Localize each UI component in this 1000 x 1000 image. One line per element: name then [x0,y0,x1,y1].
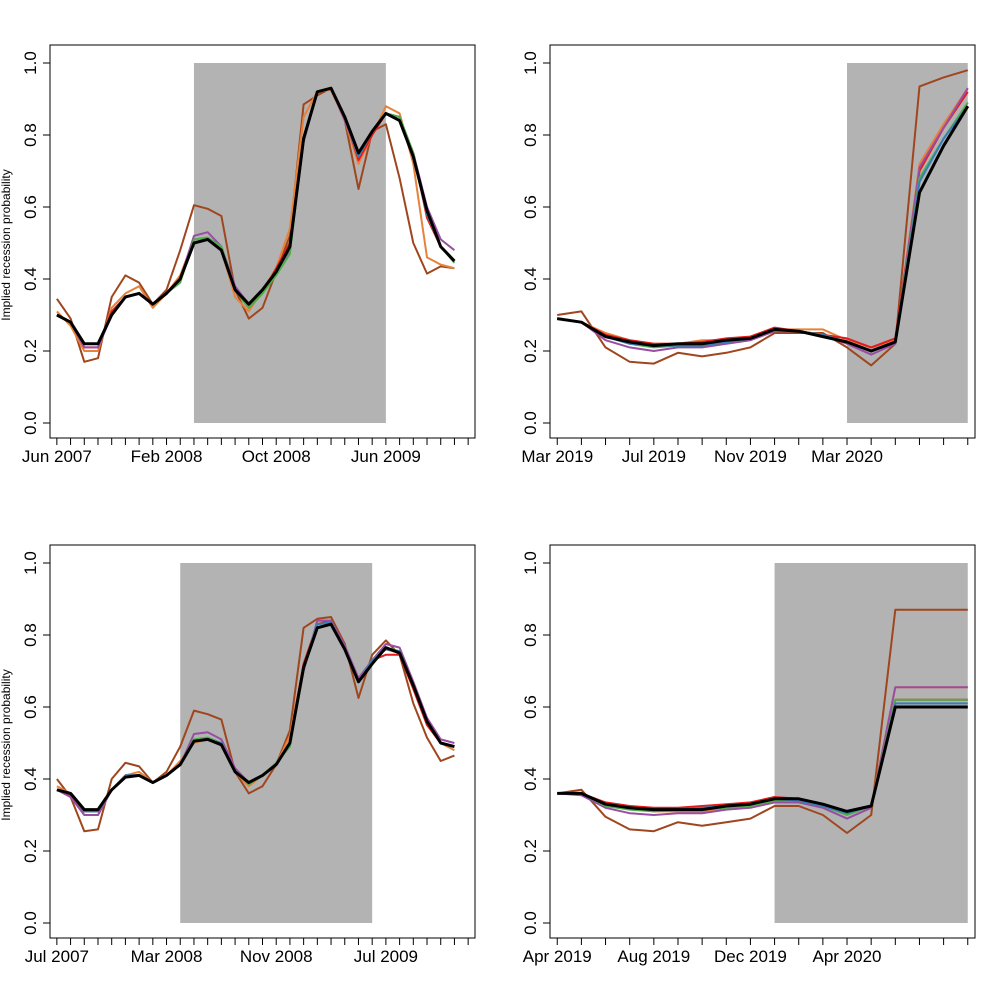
x-tick-label: Jul 2007 [25,947,89,966]
chart-panel-1: 0.0 0.2 0.4 0.6 0.8 1.0 Jun 2007 Feb 2008 Oct 20… [21,44,476,466]
series-line-brown [56,616,455,833]
y-tick-label: 1.0 [521,51,540,75]
chart-panel-4: 0.0 0.2 0.4 0.6 0.8 1.0 Apr 2019 Aug 2019 Dec 20… [521,544,976,966]
x-tick-label: Jun 2009 [351,447,421,466]
y-tick-label: 0.4 [21,267,40,291]
series-line-black [556,105,970,353]
y-tick-label: 0.2 [21,839,40,863]
x-tick-label: Apr 2020 [813,947,882,966]
series-line-black [56,86,456,346]
y-tick-label: 0.6 [521,195,540,219]
ylabel-bottom: Implied recession probability [0,669,13,820]
recession-shade [774,563,968,923]
series-line-green [557,698,968,816]
y-tick-label: 0.4 [521,767,540,791]
series-line-brown [557,608,968,834]
y-tick-label: 0.4 [521,267,540,291]
series-line-black [56,622,455,812]
y-tick-label: 0.0 [521,411,540,435]
y-tick-label: 1.0 [521,551,540,575]
ylabel-top: Implied recession probability [0,169,13,320]
chart-panel-3: 0.0 0.2 0.4 0.6 0.8 1.0 Jul 2007 Mar 2008 Nov 20… [21,544,476,966]
recession-shade [180,563,373,923]
series-line-black [557,705,968,813]
x-tick-label: Jul 2009 [354,947,418,966]
chart-panel-2: 0.0 0.2 0.4 0.6 0.8 1.0 Mar 2019 Jul 2019 Nov 20… [521,44,976,466]
x-tick-label: Dec 2019 [714,947,787,966]
y-tick-label: 0.2 [521,339,540,363]
series-line-brown [56,87,455,363]
y-tick-label: 0.6 [21,695,40,719]
y-tick-label: 0.0 [21,411,40,435]
x-tick-label: Oct 2008 [242,447,311,466]
series-line-purple [557,686,968,820]
y-tick-label: 0.6 [521,695,540,719]
y-tick-label: 0.2 [521,839,540,863]
y-tick-label: 0.0 [521,911,540,935]
x-tick-label: Mar 2019 [521,447,593,466]
x-tick-label: Aug 2019 [617,947,690,966]
series-line-brown [557,69,969,367]
y-tick-label: 0.6 [21,195,40,219]
y-tick-label: 1.0 [21,51,40,75]
y-tick-label: 0.2 [21,339,40,363]
x-tick-label: Nov 2008 [240,947,313,966]
y-tick-label: 1.0 [21,551,40,575]
x-tick-label: Mar 2020 [811,447,883,466]
x-tick-label: Mar 2008 [131,947,203,966]
x-tick-label: Jul 2019 [622,447,686,466]
y-tick-label: 0.8 [521,623,540,647]
x-tick-label: Feb 2008 [131,447,203,466]
x-tick-label: Jun 2007 [22,447,92,466]
y-tick-label: 0.8 [21,123,40,147]
x-tick-label: Nov 2019 [714,447,787,466]
y-tick-label: 0.8 [21,623,40,647]
y-tick-label: 0.0 [21,911,40,935]
y-tick-label: 0.4 [21,767,40,791]
x-tick-label: Apr 2019 [523,947,592,966]
y-tick-label: 0.8 [521,123,540,147]
